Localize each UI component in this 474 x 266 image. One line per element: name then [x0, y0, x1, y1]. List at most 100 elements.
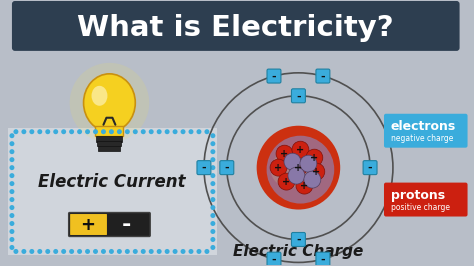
Text: Electric Charge: Electric Charge: [233, 244, 364, 259]
Text: -: -: [225, 163, 229, 173]
Text: -: -: [201, 163, 206, 173]
FancyBboxPatch shape: [292, 232, 305, 247]
Circle shape: [210, 157, 215, 162]
Circle shape: [292, 141, 309, 158]
Circle shape: [9, 213, 14, 218]
Circle shape: [204, 249, 210, 254]
Circle shape: [210, 197, 215, 202]
Circle shape: [189, 129, 193, 134]
Circle shape: [210, 181, 215, 186]
Text: protons: protons: [391, 189, 445, 202]
Circle shape: [45, 129, 50, 134]
Circle shape: [266, 136, 334, 203]
Circle shape: [77, 129, 82, 134]
Text: -: -: [296, 235, 301, 245]
Circle shape: [101, 249, 106, 254]
Text: negative charge: negative charge: [391, 134, 453, 143]
FancyBboxPatch shape: [292, 89, 305, 103]
Text: What is Electricity?: What is Electricity?: [77, 14, 394, 42]
Circle shape: [308, 163, 325, 180]
Circle shape: [296, 177, 313, 194]
Circle shape: [77, 249, 82, 254]
Text: +: +: [301, 181, 309, 191]
Circle shape: [9, 149, 14, 154]
Text: -: -: [368, 163, 373, 173]
Circle shape: [9, 181, 14, 186]
Text: -: -: [272, 72, 276, 82]
Circle shape: [109, 129, 114, 134]
Circle shape: [93, 129, 98, 134]
Circle shape: [196, 129, 201, 134]
Circle shape: [210, 165, 215, 170]
Circle shape: [53, 129, 58, 134]
Circle shape: [9, 133, 14, 138]
Circle shape: [276, 145, 293, 162]
FancyBboxPatch shape: [384, 114, 467, 148]
Circle shape: [210, 229, 215, 234]
Circle shape: [61, 249, 66, 254]
Circle shape: [290, 159, 307, 176]
Circle shape: [9, 157, 14, 162]
Circle shape: [300, 155, 317, 172]
Text: +: +: [281, 149, 289, 159]
FancyBboxPatch shape: [8, 128, 217, 255]
Circle shape: [278, 173, 295, 190]
Circle shape: [210, 149, 215, 154]
Text: -: -: [320, 72, 325, 82]
Circle shape: [37, 249, 42, 254]
Circle shape: [284, 153, 301, 170]
Circle shape: [29, 249, 34, 254]
Text: Electric Current: Electric Current: [37, 173, 185, 191]
Circle shape: [149, 129, 154, 134]
Circle shape: [125, 249, 130, 254]
Circle shape: [109, 249, 114, 254]
Ellipse shape: [70, 63, 149, 143]
Circle shape: [173, 129, 178, 134]
Circle shape: [9, 189, 14, 194]
Text: -: -: [320, 255, 325, 265]
Text: positive charge: positive charge: [391, 203, 450, 212]
Circle shape: [133, 249, 138, 254]
FancyBboxPatch shape: [95, 126, 123, 136]
Circle shape: [9, 205, 14, 210]
Circle shape: [53, 249, 58, 254]
Circle shape: [196, 249, 201, 254]
FancyBboxPatch shape: [12, 1, 460, 51]
FancyBboxPatch shape: [97, 136, 122, 142]
Circle shape: [45, 249, 50, 254]
Circle shape: [9, 221, 14, 226]
Text: electrons: electrons: [391, 120, 456, 133]
Ellipse shape: [271, 152, 310, 188]
Text: +: +: [296, 145, 304, 155]
Text: +: +: [310, 153, 319, 163]
Circle shape: [117, 249, 122, 254]
Circle shape: [101, 129, 106, 134]
FancyBboxPatch shape: [267, 69, 281, 83]
Circle shape: [149, 249, 154, 254]
Circle shape: [133, 129, 138, 134]
Circle shape: [304, 171, 321, 188]
FancyBboxPatch shape: [384, 182, 467, 217]
Ellipse shape: [83, 74, 135, 132]
Text: +: +: [274, 163, 283, 173]
Text: +: +: [312, 167, 320, 177]
Circle shape: [9, 245, 14, 250]
Circle shape: [204, 129, 210, 134]
Circle shape: [9, 165, 14, 170]
Circle shape: [288, 167, 305, 184]
FancyBboxPatch shape: [316, 252, 330, 266]
Text: +: +: [283, 177, 291, 187]
Circle shape: [29, 129, 34, 134]
Circle shape: [181, 129, 185, 134]
Circle shape: [69, 129, 74, 134]
Circle shape: [13, 129, 18, 134]
Circle shape: [210, 245, 215, 250]
Circle shape: [210, 173, 215, 178]
Text: +: +: [80, 215, 95, 234]
Circle shape: [85, 129, 90, 134]
FancyBboxPatch shape: [363, 161, 377, 174]
Circle shape: [37, 129, 42, 134]
Text: -: -: [272, 255, 276, 265]
Circle shape: [210, 133, 215, 138]
Text: +: +: [294, 163, 302, 173]
